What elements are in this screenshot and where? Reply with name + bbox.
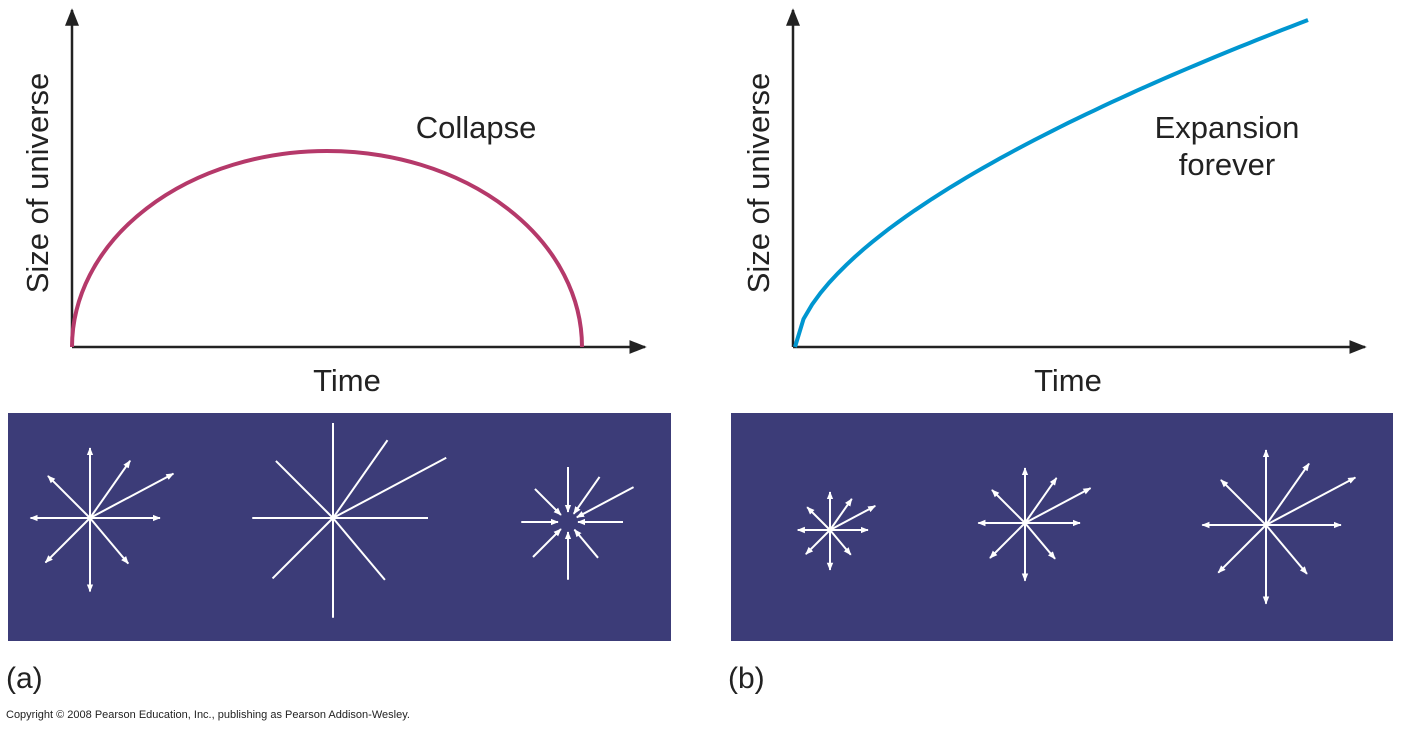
ray [806, 506, 831, 531]
ray [271, 517, 334, 580]
ray [989, 522, 1026, 559]
ray [1265, 462, 1310, 526]
graph-a: Size of universe Time Collapse (a) [6, 8, 671, 695]
universe-box [731, 413, 1393, 641]
x-axis-label: Time [313, 363, 381, 398]
ray [44, 517, 91, 564]
copyright: Copyright © 2008 Pearson Education, Inc.… [6, 709, 410, 721]
ray [805, 529, 831, 555]
ray [332, 439, 389, 519]
ray [572, 476, 601, 515]
ray [1220, 479, 1267, 526]
annotation: forever [1179, 147, 1275, 182]
ray [576, 486, 635, 519]
ray [89, 472, 175, 519]
x-axis-label: Time [1034, 363, 1102, 398]
ray [1024, 477, 1058, 524]
ray [332, 456, 447, 519]
ray [47, 475, 91, 519]
ray [89, 460, 131, 519]
ray [573, 529, 599, 559]
panel-label: (a) [6, 662, 43, 695]
ray [332, 517, 386, 581]
ray [829, 498, 853, 531]
ray [534, 488, 562, 516]
ray [1024, 487, 1092, 524]
ray [829, 529, 852, 556]
ray [991, 489, 1026, 524]
ray [1265, 476, 1357, 526]
collapse-curve [70, 149, 584, 348]
annotation: Expansion [1155, 110, 1300, 145]
ray [532, 528, 562, 558]
y-axis-label: Size of universe [20, 73, 55, 294]
ray [1024, 522, 1056, 560]
ray [275, 460, 334, 519]
expansion-curve [793, 18, 1309, 348]
annotation: Collapse [416, 110, 537, 145]
y-axis-label: Size of universe [741, 73, 776, 294]
ray [1265, 524, 1308, 575]
ray [89, 517, 130, 565]
ray [1217, 524, 1267, 574]
ray [829, 505, 877, 531]
stars [29, 423, 1357, 618]
panel-label: (b) [728, 662, 765, 695]
graph-b: Size of universe Time Expansion forever … [728, 8, 1393, 695]
